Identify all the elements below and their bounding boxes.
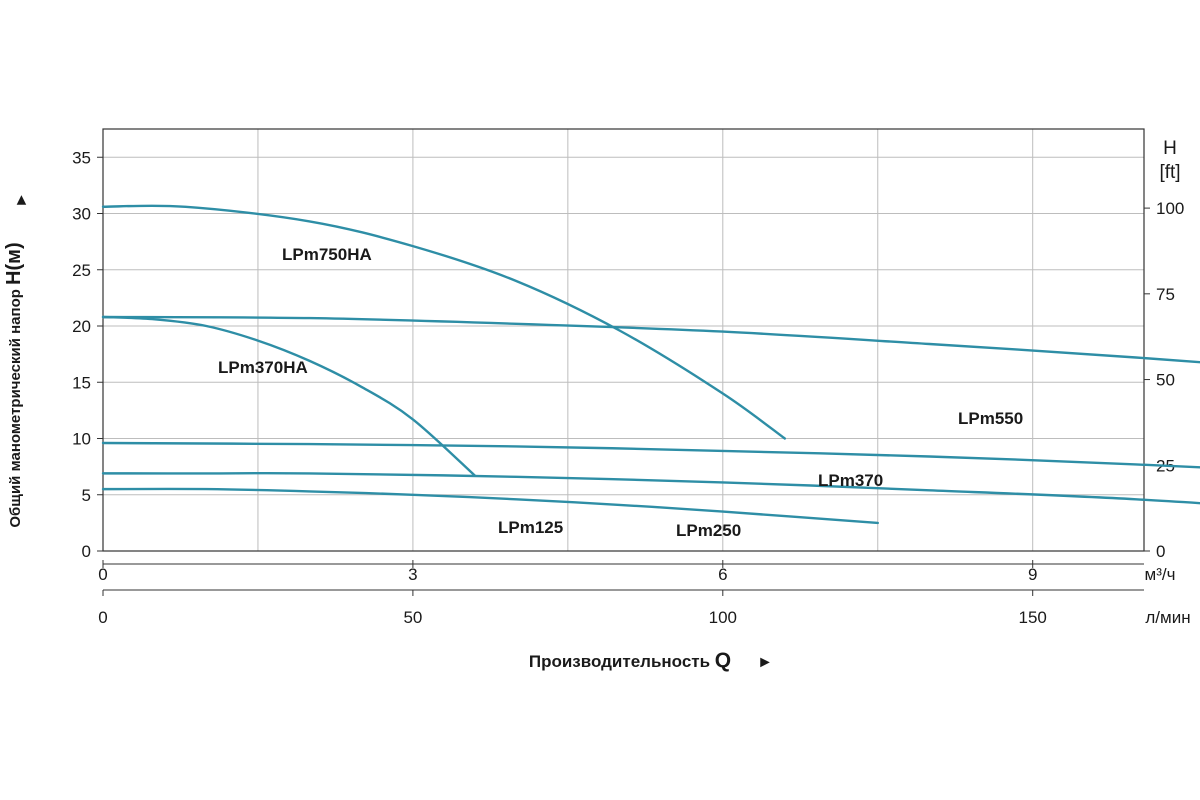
- x-axis-title: Производительность Q: [529, 649, 731, 672]
- axes: 051015202530350255075100H[ft]0369121518м…: [3, 128, 1191, 672]
- x-lmin-tick-label: 150: [1019, 608, 1047, 627]
- y-left-tick-label: 5: [82, 486, 91, 505]
- y-left-tick-label: 30: [72, 205, 91, 224]
- curve-lpm750ha: [101, 204, 786, 440]
- plot-frame: [102, 128, 1145, 552]
- x-m3h-tick-label: 3: [408, 565, 417, 584]
- y-right-unit: [ft]: [1159, 162, 1180, 183]
- y-right-title: H: [1163, 138, 1177, 159]
- x-axis-title-text: Производительность: [529, 652, 715, 671]
- x-m3h-unit: м³/ч: [1145, 565, 1176, 584]
- curve-label-lpm370ha: LPm370HA: [218, 358, 308, 377]
- y-left-tick-label: 0: [82, 542, 91, 561]
- curve-label-lpm370: LPm370: [818, 471, 883, 490]
- y-right-tick-label: 0: [1156, 542, 1165, 561]
- y-axis-title-group: Общий манометрический напор H(м) ►: [3, 192, 30, 528]
- y-axis-arrow: ►: [13, 192, 30, 208]
- y-right-tick-label: 75: [1156, 285, 1175, 304]
- x-m3h-tick-label: 9: [1028, 565, 1037, 584]
- curve-label-lpm750ha: LPm750HA: [282, 245, 372, 264]
- curve-lpm370: [101, 441, 1200, 469]
- labels: LPm750HA LPm550 LPm370HA LPm370 LPm250 LPm125: [218, 245, 1023, 540]
- curve-lpm550: [101, 315, 1200, 364]
- y-left-tick-label: 10: [72, 430, 91, 449]
- x-axis-title-symbol: Q: [715, 649, 731, 672]
- x-lmin-tick-label: 0: [98, 608, 107, 627]
- y-right-tick-label: 100: [1156, 199, 1184, 218]
- x-axis-arrow: ►: [757, 654, 773, 671]
- x-m3h-tick-label: 0: [98, 565, 107, 584]
- curve-label-lpm550: LPm550: [958, 409, 1023, 428]
- x-lmin-unit: л/мин: [1145, 608, 1190, 627]
- y-axis-title-symbol: H(м): [3, 242, 25, 285]
- grid: [103, 129, 1144, 551]
- y-left-tick-label: 25: [72, 261, 91, 280]
- y-axis-title: Общий манометрический напор H(м): [3, 242, 25, 527]
- y-left-tick-label: 20: [72, 317, 91, 336]
- y-left-tick-label: 35: [72, 148, 91, 167]
- x-lmin-tick-label: 50: [403, 608, 422, 627]
- curve-lpm370ha: [101, 315, 477, 477]
- y-axis-title-text: Общий манометрический напор: [7, 285, 24, 528]
- curve-lpm250: [101, 471, 1200, 505]
- x-m3h-tick-label: 6: [718, 565, 727, 584]
- curve-lpm125: [101, 487, 879, 525]
- curve-label-lpm250: LPm250: [676, 521, 741, 540]
- x-lmin-tick-label: 100: [709, 608, 737, 627]
- y-right-tick-label: 50: [1156, 371, 1175, 390]
- curve-label-lpm125: LPm125: [498, 518, 563, 537]
- y-left-tick-label: 15: [72, 373, 91, 392]
- curves: [101, 204, 1200, 525]
